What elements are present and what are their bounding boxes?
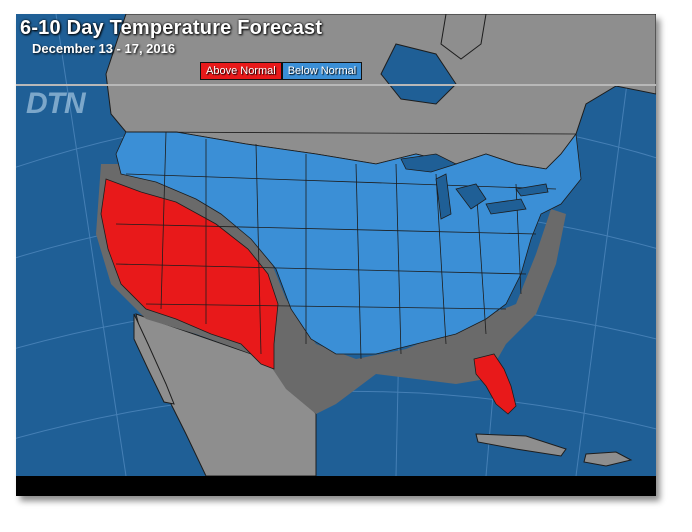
map-subtitle: December 13 - 17, 2016	[32, 41, 176, 56]
legend-below-normal-label: Below Normal	[287, 65, 357, 77]
banner-rule	[16, 84, 656, 86]
dtn-watermark: DTN	[26, 87, 86, 120]
baja-peninsula	[133, 313, 175, 405]
legend: Above Normal Below Normal	[200, 62, 363, 80]
legend-below-normal: Below Normal	[281, 62, 363, 80]
bottom-bar	[16, 476, 656, 496]
arctic-islands	[440, 14, 487, 60]
map-frame: 6-10 Day Temperature Forecast December 1…	[16, 14, 656, 496]
great-lakes	[400, 153, 549, 220]
legend-above-normal: Above Normal	[200, 62, 282, 80]
legend-above-normal-label: Above Normal	[206, 65, 276, 77]
state-borders	[115, 131, 577, 360]
hudson-bay	[380, 43, 457, 105]
above-normal-florida	[473, 353, 517, 415]
map-title: 6-10 Day Temperature Forecast	[20, 17, 323, 39]
forecast-map	[16, 14, 656, 476]
above-normal-west	[100, 178, 279, 370]
cuba	[475, 433, 567, 457]
forecast-map-svg	[16, 14, 656, 476]
hispaniola	[583, 451, 633, 467]
